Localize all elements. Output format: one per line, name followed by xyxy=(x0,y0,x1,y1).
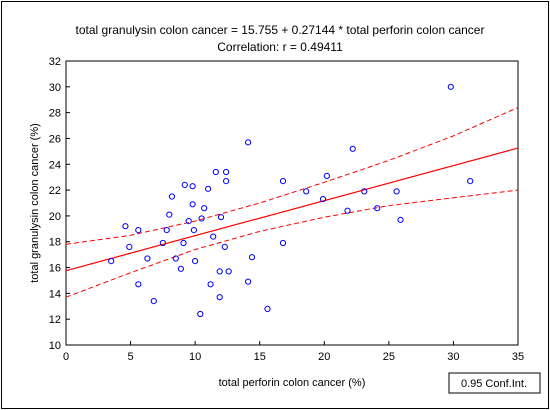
confidence-lower-line xyxy=(65,189,519,298)
data-point xyxy=(144,255,151,262)
x-axis: 0 5 10 15 20 25 30 35 xyxy=(63,341,524,363)
data-point xyxy=(216,294,223,301)
x-axis-title: total perforin colon cancer (%) xyxy=(219,377,366,389)
data-point xyxy=(168,193,175,200)
confidence-band xyxy=(65,107,519,298)
y-tick-label: 24 xyxy=(49,159,61,171)
y-tick-label: 32 xyxy=(49,56,61,68)
data-point xyxy=(163,227,170,234)
data-point xyxy=(172,255,179,262)
y-tick-label: 12 xyxy=(49,314,61,326)
plot-area xyxy=(65,60,519,346)
y-tick-label: 28 xyxy=(49,108,61,120)
data-point xyxy=(205,185,212,192)
data-point xyxy=(180,239,187,247)
chart-title-line-2: Correlation: r = 0.49411 xyxy=(217,40,343,54)
data-point xyxy=(225,268,232,275)
data-point xyxy=(216,268,223,275)
x-tick-label: 20 xyxy=(318,351,330,363)
data-point xyxy=(122,223,129,230)
legend-box xyxy=(448,372,541,394)
data-point xyxy=(189,201,196,208)
y-tick-label: 10 xyxy=(49,340,61,352)
data-point xyxy=(150,298,157,305)
data-point xyxy=(447,83,454,90)
data-point xyxy=(185,218,192,225)
y-axis-title: total granulysin colon cancer (%) xyxy=(29,123,41,283)
x-tick-label: 25 xyxy=(383,351,395,363)
x-tick-label: 35 xyxy=(512,351,524,363)
x-tick-label: 5 xyxy=(128,351,134,363)
data-point xyxy=(393,188,400,195)
y-tick-label: 14 xyxy=(49,288,61,300)
data-point xyxy=(349,145,356,152)
data-point xyxy=(201,205,208,212)
data-point xyxy=(245,278,252,285)
x-tick-label: 10 xyxy=(189,351,201,363)
data-point xyxy=(198,215,205,222)
y-tick-label: 18 xyxy=(49,237,61,249)
data-point xyxy=(279,178,287,185)
data-point xyxy=(264,305,271,312)
data-point xyxy=(166,211,173,218)
data-point xyxy=(135,227,142,234)
y-tick-label: 16 xyxy=(49,263,61,275)
data-point xyxy=(189,183,196,190)
data-point xyxy=(135,281,142,288)
legend-label: 0.95 Conf.Int. xyxy=(461,378,527,390)
data-point xyxy=(303,188,310,195)
data-point xyxy=(397,216,404,223)
regression-line xyxy=(65,147,519,272)
data-point xyxy=(126,243,133,250)
data-point xyxy=(108,258,115,265)
data-point xyxy=(344,207,351,214)
y-tick-label: 22 xyxy=(49,185,61,197)
data-point xyxy=(210,233,217,240)
data-point xyxy=(177,265,184,272)
data-point xyxy=(221,243,228,250)
data-point xyxy=(223,168,230,176)
data-points xyxy=(108,83,474,318)
data-point xyxy=(207,281,214,288)
data-point xyxy=(323,172,330,179)
y-tick-label: 26 xyxy=(49,133,61,145)
data-point xyxy=(192,258,199,265)
data-point xyxy=(197,310,204,318)
x-tick-label: 15 xyxy=(254,351,266,363)
data-point xyxy=(181,181,188,188)
data-point xyxy=(159,239,166,247)
data-point xyxy=(217,214,225,221)
data-point xyxy=(190,227,197,234)
regression-fit xyxy=(65,147,519,272)
chart-title-line-1: total granulysin colon cancer = 15.755 +… xyxy=(76,23,485,37)
data-point xyxy=(319,196,327,203)
data-point xyxy=(212,168,219,176)
legend: 0.95 Conf.Int. xyxy=(448,372,541,394)
y-tick-label: 30 xyxy=(49,82,61,94)
data-point xyxy=(374,205,381,212)
x-tick-label: 30 xyxy=(447,351,459,363)
data-point xyxy=(467,178,474,185)
x-tick-label: 0 xyxy=(63,351,69,363)
data-point xyxy=(279,239,287,247)
data-point xyxy=(223,178,230,185)
data-point xyxy=(248,254,256,261)
y-tick-label: 20 xyxy=(49,211,61,223)
confidence-upper-line xyxy=(65,107,519,245)
data-point xyxy=(245,139,252,146)
data-point xyxy=(361,188,368,195)
y-axis: 10 12 14 16 18 20 22 24 26 28 30 32 xyxy=(49,56,70,352)
